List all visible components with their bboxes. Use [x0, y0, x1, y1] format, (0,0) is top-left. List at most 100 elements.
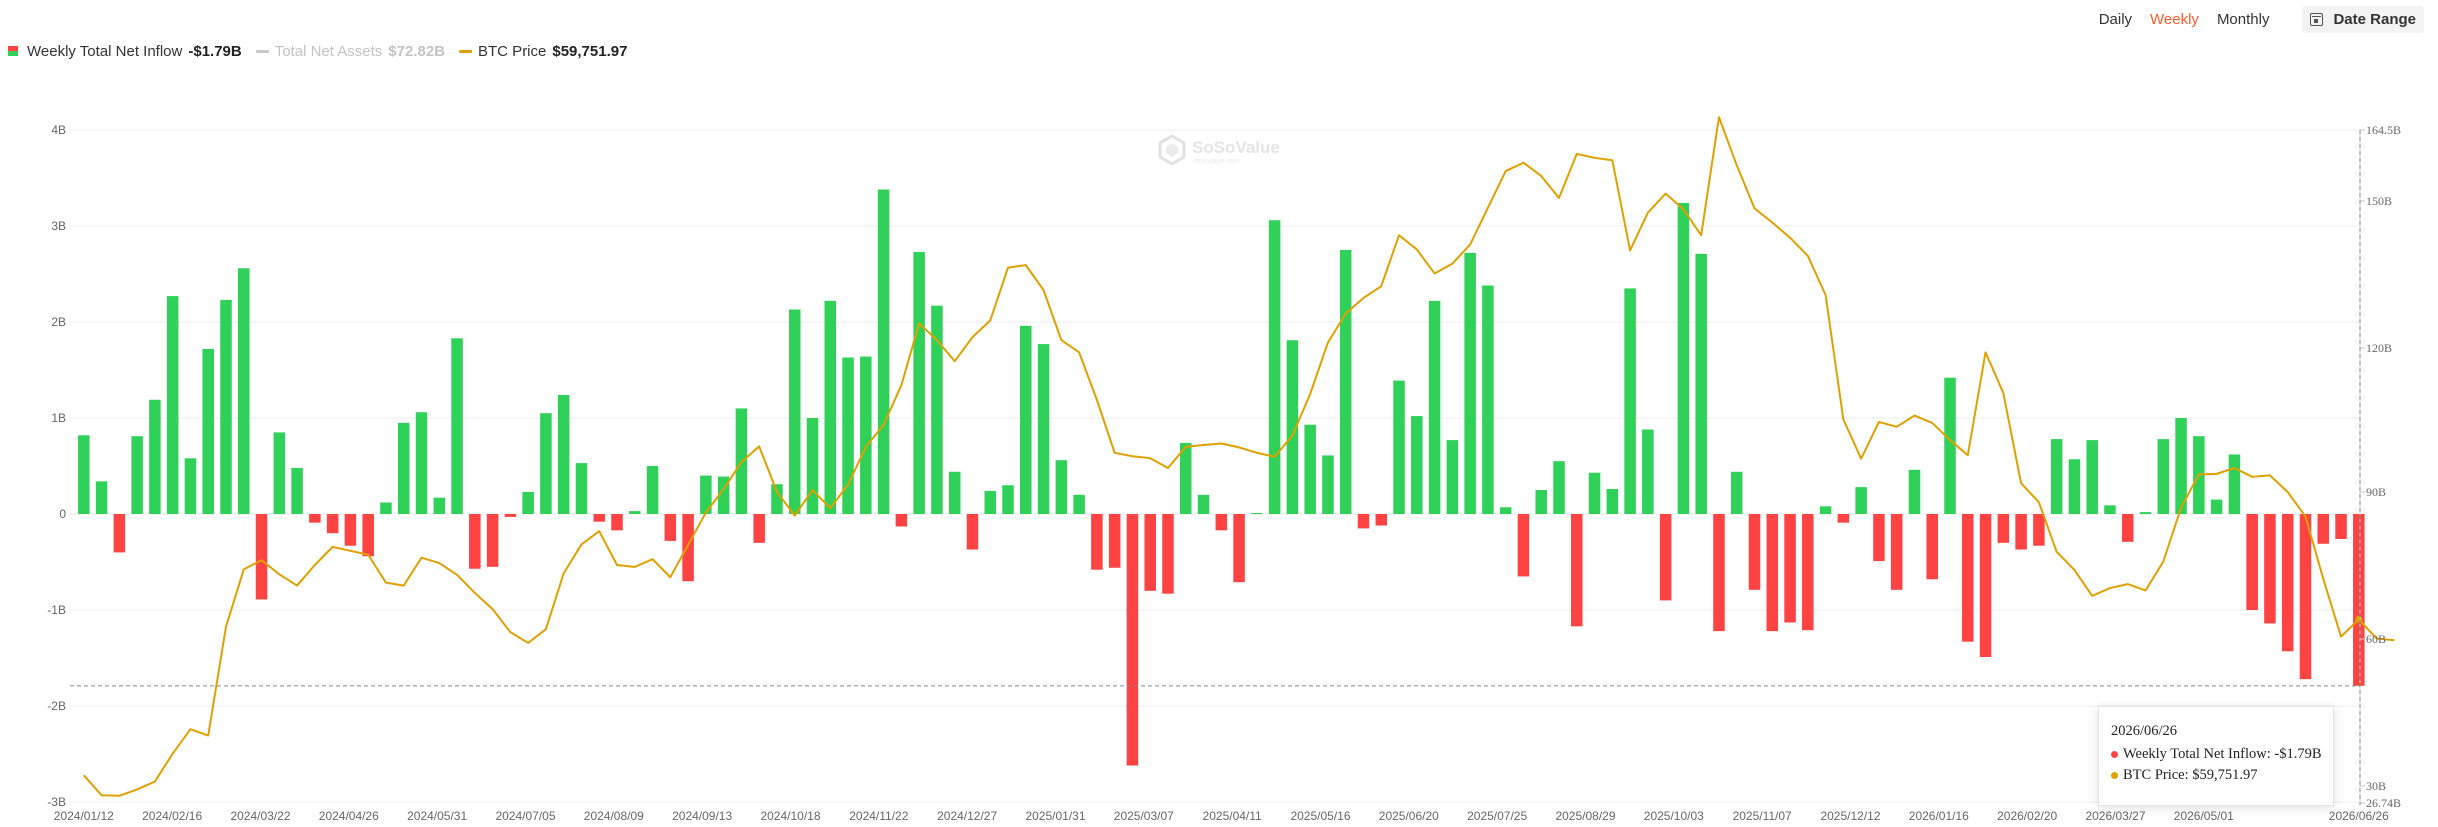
sosovalue-logo-icon: [1158, 134, 1186, 166]
inflow-bar: [1517, 514, 1530, 577]
inflow-bar: [540, 413, 552, 514]
inflow-bar: [1677, 202, 1690, 514]
inflow-bar: [771, 484, 783, 514]
tab-daily[interactable]: Daily: [2098, 10, 2133, 28]
x-axis-tick-label: 2026/01/16: [1909, 809, 1969, 823]
inflow-bar: [166, 296, 179, 514]
inflow-bar: [931, 305, 943, 514]
inflow-bar: [1286, 340, 1299, 514]
x-axis-tick-label: 2026/02/20: [1997, 809, 2057, 823]
inflow-bar: [966, 514, 979, 550]
inflow-bar: [1055, 460, 1068, 514]
inflow-bar: [1144, 514, 1156, 591]
x-axis-tick-label: 2025/03/07: [1114, 809, 1174, 823]
legend-item-assets[interactable]: Total Net Assets $72.82B: [255, 42, 445, 60]
hover-tooltip: 2026/06/26 Weekly Total Net Inflow: -$1.…: [2098, 706, 2334, 806]
inflow-bar: [1695, 253, 1707, 514]
left-axis-tick-label: -2B: [47, 699, 66, 713]
inflow-bar: [522, 491, 534, 514]
legend-swatch-inflow: [8, 46, 18, 56]
inflow-bar: [2335, 514, 2347, 539]
inflow-bar: [1322, 455, 1334, 514]
inflow-bar: [664, 514, 677, 541]
inflow-bar: [629, 511, 641, 514]
date-range-button[interactable]: Date Range: [2302, 5, 2424, 33]
inflow-bar: [1180, 442, 1192, 514]
right-axis-tick-label: 150B: [2366, 194, 2392, 208]
inflow-bar: [1873, 514, 1885, 562]
inflow-bar: [380, 502, 392, 514]
inflow-bar: [1819, 506, 1832, 514]
inflow-bar: [255, 514, 268, 600]
inflow-bar: [1553, 461, 1565, 514]
inflow-bar: [1091, 514, 1103, 570]
legend-label-assets: Total Net Assets: [274, 42, 383, 60]
inflow-bar: [309, 514, 321, 523]
inflow-bar: [149, 399, 161, 514]
x-axis-tick-label: 2025/05/16: [1290, 809, 1350, 823]
x-axis-tick-label: 2024/05/31: [407, 809, 467, 823]
chart-legend: Weekly Total Net Inflow -$1.79B Total Ne…: [8, 40, 641, 62]
left-axis-tick-label: -1B: [47, 603, 66, 617]
watermark-name: SoSoValue: [1192, 138, 1280, 157]
inflow-bar: [2033, 514, 2045, 546]
inflow-bar: [1979, 514, 1992, 658]
inflow-bar: [717, 476, 730, 514]
left-axis-tick-label: -3B: [47, 795, 66, 809]
chart-grid: [70, 129, 2360, 803]
left-axis-tick-label: 1B: [51, 411, 66, 425]
inflow-bar: [2015, 514, 2027, 550]
tooltip-btc-value: $59,751.97: [2192, 767, 2258, 783]
x-axis-tick-label: 2024/08/09: [584, 809, 644, 823]
inflow-bar: [1855, 487, 1867, 514]
left-axis-tick-label: 0: [59, 507, 66, 521]
inflow-bars: [78, 189, 2365, 766]
inflow-bar: [1890, 514, 1903, 590]
btc-price-line: [83, 116, 2395, 797]
inflow-bar: [1464, 252, 1476, 514]
watermark: SoSoValue sosovalue.com: [1158, 134, 1280, 166]
right-axis-tick-label: 164.5B: [2366, 123, 2401, 137]
inflow-bar: [131, 436, 143, 514]
inflow-bar: [1375, 514, 1388, 526]
inflow-bar: [95, 481, 108, 514]
inflow-bar: [1108, 514, 1121, 568]
inflow-bar: [860, 356, 872, 514]
tab-monthly[interactable]: Monthly: [2216, 10, 2270, 28]
x-axis-tick-label: 2024/10/18: [760, 809, 820, 823]
x-axis-tick-label: 2025/06/20: [1379, 809, 1439, 823]
legend-value-inflow: -$1.79B: [188, 42, 242, 60]
inflow-bar: [486, 514, 499, 567]
inflow-bar: [1428, 300, 1441, 514]
inflow-bar: [415, 412, 428, 514]
inflow-bar: [1624, 288, 1636, 514]
inflow-bar: [1339, 250, 1352, 514]
left-axis-tick-label: 4B: [51, 123, 66, 137]
x-axis-tick-label: 2025/10/03: [1644, 809, 1704, 823]
inflow-bar: [1997, 514, 2010, 543]
inflow-bar: [1411, 416, 1423, 514]
tooltip-inflow-label: Weekly Total Net Inflow:: [2123, 746, 2271, 762]
inflow-bar: [220, 299, 232, 514]
inflow-bar: [2104, 505, 2116, 514]
inflow-bar: [1730, 471, 1743, 514]
legend-item-inflow[interactable]: Weekly Total Net Inflow -$1.79B: [8, 43, 242, 60]
right-axis-tick-label: 60B: [2366, 632, 2386, 646]
inflow-bar: [344, 514, 357, 546]
inflow-bar: [1020, 325, 1032, 514]
legend-item-btc[interactable]: BTC Price $59,751.97: [459, 43, 627, 60]
tooltip-row-btc: BTC Price: $59,751.97: [2111, 767, 2333, 784]
inflow-bar: [2050, 439, 2063, 514]
inflow-bar: [842, 357, 854, 514]
btc-last-point: [2355, 615, 2363, 623]
calendar-icon: [2310, 12, 2324, 26]
inflow-bar: [948, 471, 961, 514]
tab-weekly[interactable]: Weekly: [2150, 10, 2199, 28]
legend-swatch-btc: [459, 49, 473, 53]
inflow-bar: [557, 394, 570, 514]
tooltip-row-inflow: Weekly Total Net Inflow: -$1.79B: [2111, 746, 2333, 763]
inflow-bar: [593, 514, 605, 522]
x-axis-tick-label: 2024/09/13: [672, 809, 732, 823]
inflow-bar: [1837, 514, 1850, 523]
